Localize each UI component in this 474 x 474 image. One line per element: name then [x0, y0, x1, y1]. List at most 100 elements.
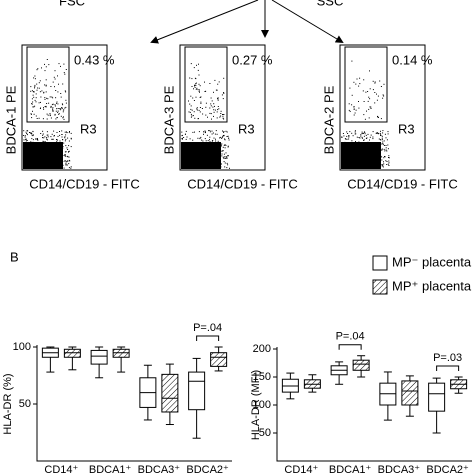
event-dot — [200, 159, 202, 161]
event-dot — [197, 118, 199, 120]
event-dot — [372, 138, 374, 140]
event-dot — [212, 153, 214, 155]
x-tick-label: CD14⁺ — [44, 464, 78, 474]
event-dot — [209, 131, 211, 133]
event-dots — [23, 59, 72, 169]
event-dot — [54, 146, 56, 148]
event-dot — [201, 165, 203, 167]
event-dot — [188, 145, 190, 147]
event-dot — [68, 145, 70, 147]
event-dot — [33, 91, 35, 93]
event-dot — [385, 149, 387, 151]
event-dot — [63, 142, 65, 144]
event-dot — [227, 155, 229, 157]
event-dot — [69, 131, 70, 132]
event-dot — [44, 148, 45, 150]
event-dot — [36, 138, 38, 139]
event-dot — [362, 159, 364, 161]
event-dot — [214, 166, 216, 168]
event-dot — [200, 162, 202, 164]
event-dot — [217, 140, 219, 142]
event-dot — [213, 137, 215, 139]
gate-percent: 0.14 % — [392, 52, 433, 67]
event-dot — [39, 80, 41, 82]
event-dot — [227, 155, 229, 157]
event-dot — [56, 157, 58, 159]
event-dot — [39, 150, 40, 152]
event-dot — [25, 140, 27, 142]
event-dot — [225, 130, 227, 132]
event-dot — [346, 152, 348, 153]
event-dot — [38, 157, 40, 159]
event-dot — [377, 150, 379, 152]
event-dot — [64, 107, 66, 109]
event-dot — [61, 134, 63, 135]
event-dot — [33, 113, 35, 115]
event-dot — [63, 155, 65, 156]
event-dot — [62, 152, 63, 154]
event-dot — [31, 103, 33, 104]
event-dot — [205, 106, 207, 108]
event-dot — [382, 166, 384, 168]
event-dot — [56, 159, 58, 161]
event-dot — [369, 162, 371, 164]
event-dot — [360, 166, 362, 168]
event-dot — [31, 98, 33, 100]
arrow — [271, 0, 344, 44]
event-dot — [374, 165, 376, 167]
event-dot — [199, 150, 200, 152]
event-dot — [200, 165, 202, 167]
event-dot — [355, 141, 356, 143]
event-dot — [366, 154, 368, 156]
event-dot — [57, 152, 59, 154]
event-dot — [31, 138, 33, 140]
event-dot — [351, 132, 353, 134]
event-dot — [24, 136, 26, 138]
event-dot — [42, 145, 44, 147]
event-dot — [190, 147, 192, 148]
event-dot — [55, 147, 57, 149]
event-dot — [198, 131, 200, 133]
event-dot — [57, 91, 59, 93]
event-dot — [196, 107, 198, 109]
event-dot — [382, 143, 384, 144]
event-dot — [375, 159, 377, 161]
event-dot — [220, 136, 222, 138]
event-dot — [37, 165, 39, 166]
event-dot — [353, 159, 355, 161]
event-dot — [182, 162, 184, 164]
event-dot — [221, 153, 223, 155]
event-dot — [207, 152, 209, 154]
gate-label: R3 — [80, 121, 97, 136]
x-tick-label: BDCA3⁺ — [138, 464, 181, 474]
event-dot — [378, 143, 380, 145]
event-dot — [56, 108, 58, 110]
event-dot — [355, 155, 357, 157]
event-dot — [50, 86, 52, 87]
event-dot — [37, 139, 38, 140]
event-dot — [32, 166, 33, 168]
event-dot — [35, 93, 37, 95]
event-dot — [375, 132, 377, 134]
event-dot — [380, 130, 381, 132]
box — [210, 352, 228, 367]
event-dot — [382, 130, 384, 132]
event-dot — [215, 138, 216, 140]
event-dot — [381, 164, 383, 165]
event-dot — [197, 157, 199, 159]
event-dot — [351, 104, 353, 106]
event-dot — [64, 154, 66, 156]
event-dot — [191, 78, 193, 80]
event-dot — [203, 150, 205, 151]
event-dot — [64, 160, 66, 162]
event-dot — [58, 113, 60, 115]
event-dot — [346, 138, 348, 140]
event-dot — [186, 149, 188, 150]
event-dot — [44, 63, 45, 65]
event-dot — [44, 152, 46, 154]
event-dot — [361, 136, 363, 138]
event-dot — [202, 143, 204, 145]
event-dot — [351, 164, 353, 166]
event-dot — [342, 153, 344, 155]
event-dot — [371, 160, 373, 162]
